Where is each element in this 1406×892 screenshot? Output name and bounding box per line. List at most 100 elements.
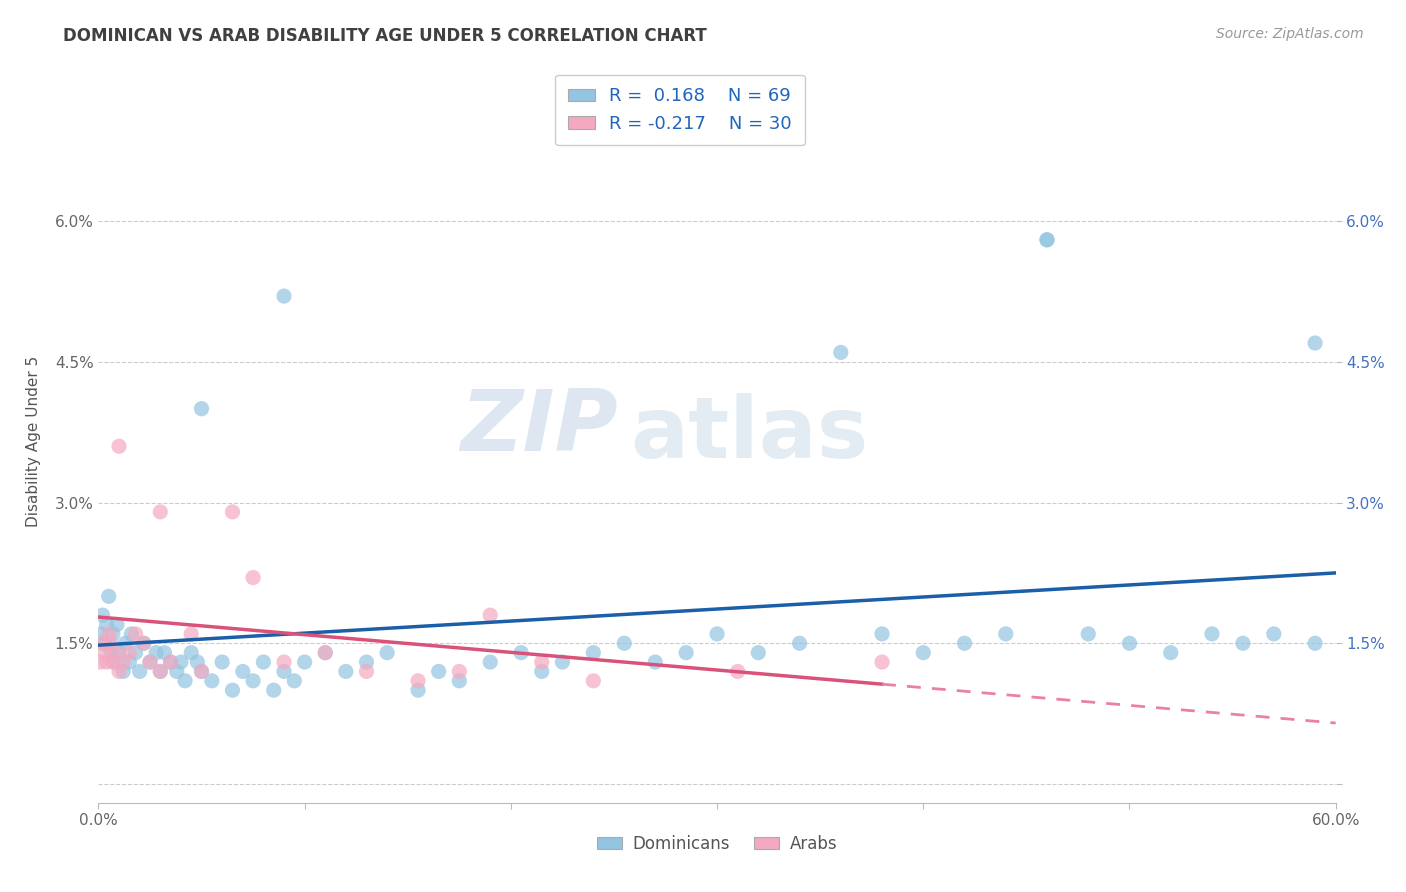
Point bbox=[1036, 233, 1059, 247]
Point bbox=[789, 636, 811, 650]
Point bbox=[406, 683, 429, 698]
Point bbox=[252, 655, 274, 669]
Point bbox=[314, 646, 336, 660]
Point bbox=[1303, 636, 1326, 650]
Point bbox=[89, 655, 111, 669]
Point bbox=[132, 636, 155, 650]
Point bbox=[139, 655, 162, 669]
Point bbox=[994, 627, 1017, 641]
Point bbox=[159, 655, 181, 669]
Point bbox=[1303, 336, 1326, 351]
Point bbox=[100, 646, 122, 660]
Point bbox=[112, 665, 135, 679]
Point bbox=[105, 617, 128, 632]
Point bbox=[1160, 646, 1182, 660]
Point bbox=[180, 627, 202, 641]
Point bbox=[551, 655, 574, 669]
Point bbox=[97, 627, 120, 641]
Point bbox=[273, 655, 295, 669]
Point bbox=[108, 665, 131, 679]
Point bbox=[221, 505, 243, 519]
Point bbox=[96, 655, 118, 669]
Point bbox=[186, 655, 208, 669]
Point bbox=[221, 683, 243, 698]
Point bbox=[479, 655, 502, 669]
Point bbox=[263, 683, 285, 698]
Text: ZIP: ZIP bbox=[460, 385, 619, 468]
Point bbox=[510, 646, 533, 660]
Point bbox=[613, 636, 636, 650]
Point bbox=[747, 646, 769, 660]
Text: DOMINICAN VS ARAB DISABILITY AGE UNDER 5 CORRELATION CHART: DOMINICAN VS ARAB DISABILITY AGE UNDER 5… bbox=[63, 27, 707, 45]
Point bbox=[427, 665, 450, 679]
Point bbox=[273, 289, 295, 303]
Point bbox=[242, 571, 264, 585]
Text: Source: ZipAtlas.com: Source: ZipAtlas.com bbox=[1216, 27, 1364, 41]
Point bbox=[149, 665, 172, 679]
Point bbox=[530, 665, 553, 679]
Point bbox=[1118, 636, 1140, 650]
Point bbox=[706, 627, 728, 641]
Point bbox=[139, 655, 162, 669]
Point bbox=[108, 646, 131, 660]
Point bbox=[93, 636, 115, 650]
Point bbox=[104, 646, 127, 660]
Point bbox=[149, 665, 172, 679]
Point bbox=[294, 655, 316, 669]
Point bbox=[870, 627, 893, 641]
Point bbox=[283, 673, 305, 688]
Point bbox=[727, 665, 749, 679]
Point bbox=[170, 655, 193, 669]
Point bbox=[118, 655, 141, 669]
Point bbox=[242, 673, 264, 688]
Point bbox=[91, 636, 114, 650]
Point bbox=[180, 646, 202, 660]
Point bbox=[89, 627, 111, 641]
Point bbox=[912, 646, 935, 660]
Point bbox=[128, 665, 150, 679]
Point bbox=[449, 673, 471, 688]
Point bbox=[582, 673, 605, 688]
Point bbox=[120, 627, 142, 641]
Point bbox=[1263, 627, 1285, 641]
Point bbox=[104, 655, 127, 669]
Point bbox=[101, 627, 124, 641]
Point bbox=[124, 646, 146, 660]
Point bbox=[1201, 627, 1223, 641]
Point bbox=[96, 617, 118, 632]
Point bbox=[273, 665, 295, 679]
Point bbox=[375, 646, 398, 660]
Text: atlas: atlas bbox=[630, 392, 869, 475]
Point bbox=[530, 655, 553, 669]
Point bbox=[211, 655, 233, 669]
Point bbox=[190, 665, 212, 679]
Point bbox=[644, 655, 666, 669]
Legend: Dominicans, Arabs: Dominicans, Arabs bbox=[591, 828, 844, 860]
Point bbox=[112, 655, 135, 669]
Point bbox=[93, 646, 115, 660]
Point bbox=[190, 665, 212, 679]
Point bbox=[1077, 627, 1099, 641]
Point bbox=[1232, 636, 1254, 650]
Point bbox=[166, 665, 188, 679]
Point bbox=[149, 505, 172, 519]
Point bbox=[201, 673, 224, 688]
Point bbox=[479, 608, 502, 623]
Y-axis label: Disability Age Under 5: Disability Age Under 5 bbox=[25, 356, 41, 527]
Point bbox=[145, 646, 167, 660]
Point bbox=[582, 646, 605, 660]
Point bbox=[190, 401, 212, 416]
Point bbox=[675, 646, 697, 660]
Point bbox=[232, 665, 254, 679]
Point bbox=[159, 655, 181, 669]
Point bbox=[830, 345, 852, 359]
Point bbox=[174, 673, 197, 688]
Point bbox=[406, 673, 429, 688]
Point bbox=[91, 608, 114, 623]
Point bbox=[100, 636, 122, 650]
Point bbox=[114, 636, 136, 650]
Point bbox=[335, 665, 357, 679]
Point bbox=[108, 439, 131, 453]
Point bbox=[153, 646, 176, 660]
Point bbox=[97, 590, 120, 604]
